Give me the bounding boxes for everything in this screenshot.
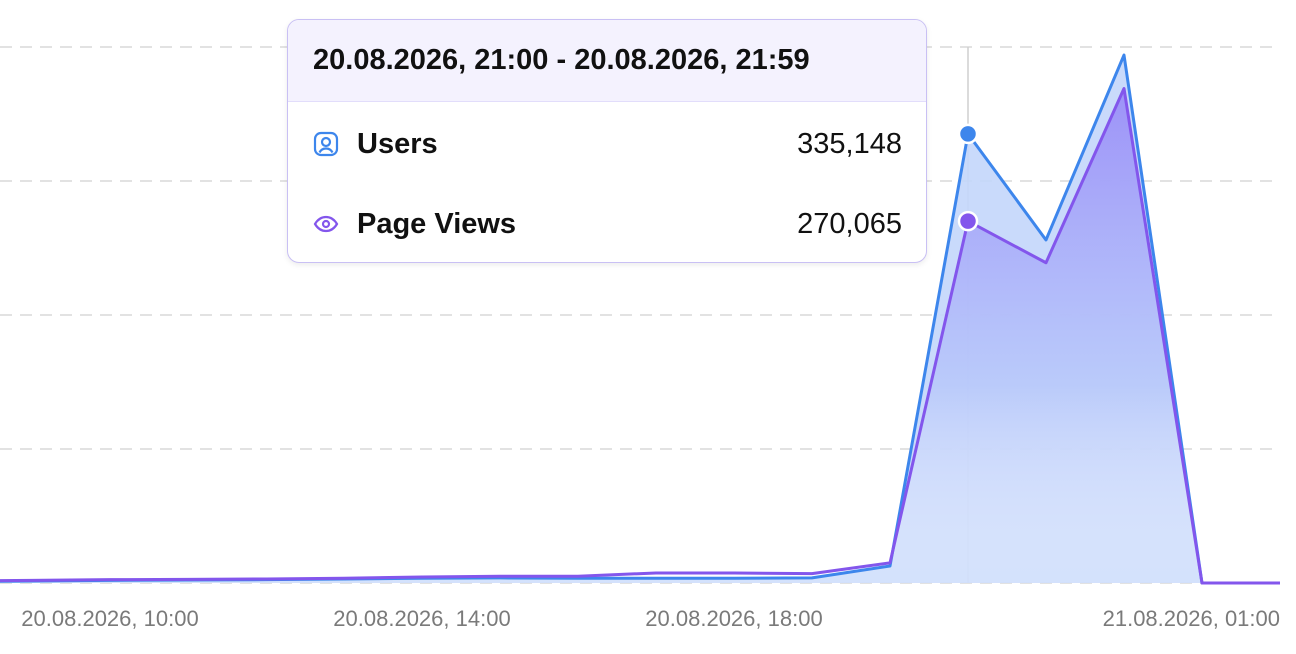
x-tick-label: 20.08.2026, 10:00 (21, 606, 198, 631)
tooltip-label: Page Views (357, 207, 517, 240)
tooltip-row: Page Views 270,065 (313, 204, 902, 244)
x-tick-label: 20.08.2026, 18:00 (645, 606, 822, 631)
x-tick-label: 20.08.2026, 14:00 (333, 606, 510, 631)
line (0, 87, 1280, 585)
area (0, 88, 1280, 583)
tooltip: 20.08.2026, 21:00 - 20.08.2026, 21:59 Us… (287, 19, 927, 263)
tooltip-value: 335,148 (797, 127, 902, 160)
hover-dot (957, 123, 979, 145)
tooltip-value: 270,065 (797, 207, 902, 240)
views-icon (313, 215, 339, 233)
x-tick-label: 21.08.2026, 01:00 (1103, 606, 1280, 631)
users-icon (313, 131, 339, 157)
tooltip-row: Users 335,148 (313, 124, 902, 164)
hover-dot (957, 210, 979, 232)
tooltip-title: 20.08.2026, 21:00 - 20.08.2026, 21:59 (288, 20, 926, 102)
tooltip-label: Users (357, 127, 438, 160)
